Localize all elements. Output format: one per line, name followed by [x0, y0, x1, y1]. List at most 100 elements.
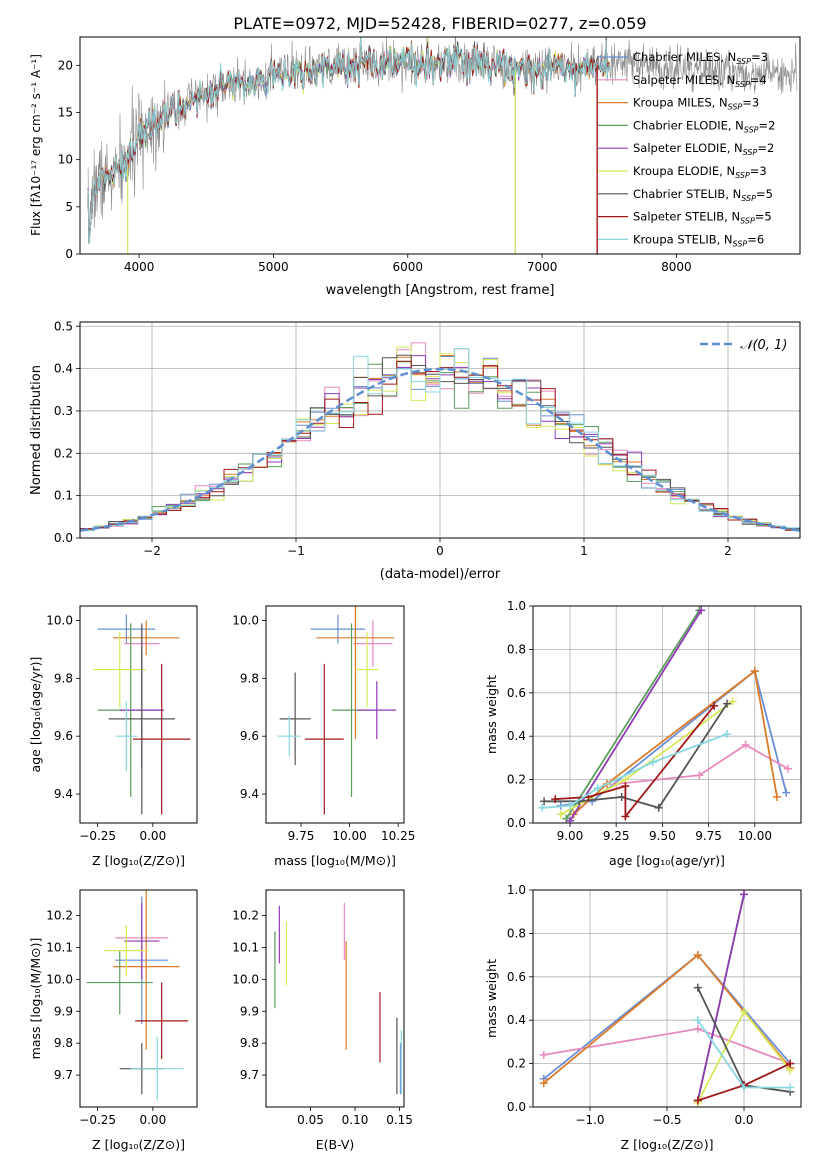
x-axis-label: age [log₁₀(age/yr)]: [609, 853, 725, 868]
x-axis-label: Z [log₁₀(Z/Z⊙)]: [621, 1137, 714, 1152]
y-tick-label: 9.8: [240, 671, 259, 685]
panel-frame: [532, 889, 802, 1108]
y-tick-label: 0.1: [54, 489, 73, 503]
series-point: [539, 1050, 548, 1059]
y-tick-label: 9.8: [54, 1036, 73, 1050]
y-tick-label: 10.0: [46, 613, 73, 627]
errorbar-point: [93, 632, 147, 708]
series: [538, 730, 732, 812]
x-axis-label: mass [log₁₀(M/M⊙)]: [274, 853, 396, 868]
residuals-ylabel: Normed distribution: [29, 365, 44, 495]
ticks: −0.25 0.00 9.4 9.6 9.8 10.0: [46, 613, 166, 843]
series-point: [786, 1083, 795, 1092]
series-point: [693, 1024, 702, 1033]
series-line: [569, 609, 702, 822]
series-point: [539, 1079, 548, 1088]
x-tick-label: −1: [287, 544, 305, 558]
y-tick-label: 0.3: [54, 404, 73, 418]
y-tick-label: 0.5: [54, 319, 73, 333]
legend-text: =2: [757, 141, 774, 155]
x-tick-label: −0.25: [79, 1113, 116, 1127]
errorbar-point: [113, 620, 180, 656]
residuals-histogram-step: [80, 348, 800, 532]
series-point: [551, 795, 560, 804]
data-layer: [539, 890, 795, 1107]
y-tick-label: 0.4: [507, 1013, 526, 1027]
legend-subscript: SSP: [733, 239, 748, 248]
series: [612, 740, 793, 788]
series: [693, 1016, 795, 1092]
series-point: [538, 803, 547, 812]
legend-subscript: SSP: [740, 217, 755, 226]
series-point: [693, 983, 702, 992]
legend-text: Chabrier ELODIE, N: [633, 118, 744, 132]
legend-text: =5: [756, 187, 773, 201]
x-tick-label: 2: [724, 544, 732, 558]
series-line: [544, 703, 728, 809]
legend-text: Salpeter MILES, N: [633, 73, 735, 87]
y-tick-label: 1.0: [507, 883, 526, 897]
x-tick-label: 0.05: [297, 1113, 324, 1127]
y-tick-label: 10: [58, 153, 73, 167]
x-tick-label: −0.5: [652, 1113, 681, 1127]
series-line: [616, 743, 789, 785]
y-axis-label: mass [log₁₀(M/M⊙)]: [28, 938, 43, 1060]
y-tick-label: 20: [58, 58, 73, 72]
grid: [533, 889, 801, 1108]
legend-text: Salpeter STELIB, N: [633, 210, 740, 224]
series: [540, 699, 732, 812]
errorbar-point: [353, 620, 393, 667]
legend-label: Chabrier STELIB, NSSP=5: [633, 187, 773, 203]
legend-subscript: SSP: [743, 148, 758, 157]
y-tick-label: 0.2: [507, 1057, 526, 1071]
y-tick-label: 0: [65, 247, 73, 261]
errorbar-point: [357, 681, 397, 740]
series-point: [772, 792, 781, 801]
series-point: [693, 1016, 702, 1025]
series: [551, 701, 719, 821]
residuals-histogram-step: [80, 346, 800, 531]
series-point: [782, 788, 791, 797]
y-axis-label: mass weight: [484, 959, 499, 1038]
legend-text: Chabrier MILES, N: [633, 50, 736, 64]
x-tick-label: 0.10: [342, 1113, 369, 1127]
spectrum-ticks: 4000 5000 6000 7000 8000 0 5 10 15 20: [58, 58, 692, 274]
series-point: [740, 1083, 749, 1092]
errorbar-point: [115, 701, 138, 771]
series: [562, 606, 704, 823]
data-layer: [277, 606, 397, 815]
y-tick-label: 10.2: [46, 909, 73, 923]
series-point: [556, 810, 565, 819]
legend-text: =4: [750, 73, 767, 87]
data-layer: [538, 606, 793, 825]
y-tick-label: 0.4: [507, 729, 526, 743]
residuals-xlabel: (data-model)/error: [380, 567, 501, 582]
series-line: [565, 609, 701, 820]
panel-residuals: −2 −1 0 1 2 0.0 0.1 0.2 0.3 0.4 0.5 𝒩(0, 1) (data-…: [29, 319, 801, 582]
panel-frame: [265, 889, 405, 1108]
y-tick-label: 5: [65, 200, 73, 214]
series-point: [741, 740, 750, 749]
x-tick-label: 0.0: [734, 1113, 753, 1127]
errorbar-point: [113, 890, 180, 1050]
ticks: 0.05 0.10 0.15 9.7 9.8 9.9 10.0 10.1 10.2: [232, 909, 413, 1127]
y-tick-label: 9.9: [240, 1004, 259, 1018]
ticks: 9.75 10.00 10.25 9.4 9.6 9.8 10.0: [232, 613, 415, 843]
legend-subscript: SSP: [728, 103, 743, 112]
y-tick-label: 0.4: [54, 362, 73, 376]
y-tick-label: 0.2: [507, 773, 526, 787]
panel-frame: [532, 605, 802, 824]
series-point: [740, 1007, 749, 1016]
grid: [533, 605, 801, 824]
legend-text: Kroupa STELIB, N: [633, 232, 733, 246]
x-tick-label: 0.00: [139, 829, 166, 843]
legend-text: =3: [750, 164, 767, 178]
y-tick-label: 10.1: [232, 940, 259, 954]
x-tick-label: 9.50: [649, 829, 676, 843]
x-axis-label: Z [log₁₀(Z/Z⊙)]: [92, 1137, 185, 1152]
y-tick-label: 0.8: [507, 642, 526, 656]
y-tick-label: 0.8: [507, 926, 526, 940]
legend-label: Kroupa STELIB, NSSP=6: [633, 232, 764, 248]
errorbar-point: [277, 715, 301, 757]
x-tick-label: 9.75: [695, 829, 722, 843]
